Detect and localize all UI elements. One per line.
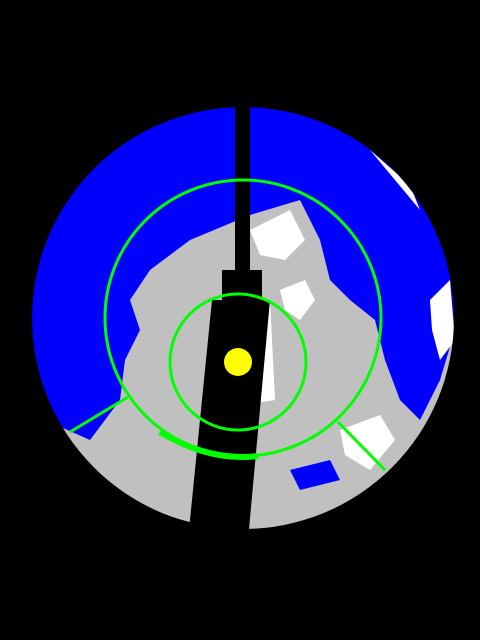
- horizon-arc: [158, 429, 259, 460]
- sun: [224, 348, 252, 376]
- clear-patch: [290, 460, 340, 490]
- thick-cloud: [340, 415, 395, 470]
- sector-line: [336, 420, 387, 472]
- clear-patch: [112, 300, 135, 350]
- thick-cloud: [370, 150, 420, 210]
- inner-ring: [168, 292, 308, 432]
- thick-cloud: [430, 280, 454, 360]
- thick-cloud: [250, 210, 305, 260]
- thick-cloud: [280, 280, 315, 320]
- sector-line: [69, 395, 129, 434]
